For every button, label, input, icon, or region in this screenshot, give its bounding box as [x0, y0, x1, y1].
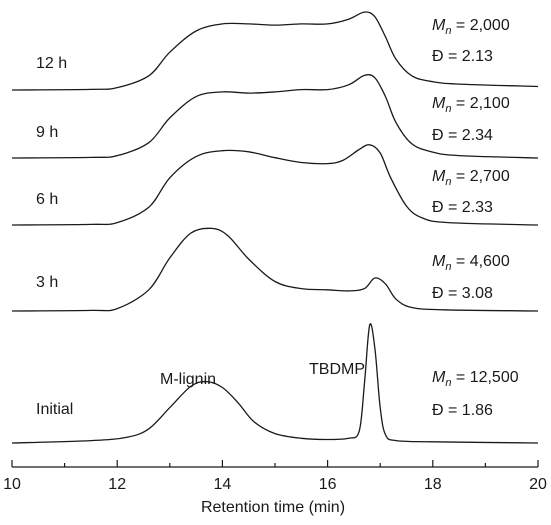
x-tick-label-18: 18 — [424, 476, 442, 493]
dispersity-label-3-h: Đ = 3.08 — [432, 285, 493, 302]
x-tick-label-10: 10 — [3, 476, 21, 493]
series-label-6-h: 6 h — [36, 191, 58, 208]
series-label-12-h: 12 h — [36, 55, 67, 72]
dispersity-label-9-h: Đ = 2.34 — [432, 127, 493, 144]
x-tick-label-12: 12 — [108, 476, 126, 493]
x-tick-label-16: 16 — [319, 476, 337, 493]
mn-label-6-h: Mn = 2,700 — [432, 168, 510, 188]
dispersity-label-12-h: Đ = 2.13 — [432, 48, 493, 65]
x-tick-label-14: 14 — [214, 476, 232, 493]
peak-label-tbdmp: TBDMP — [309, 361, 365, 378]
annotations-layer: Initial Mn = 12,500 Đ = 1.86 M-lignin TBDMP 3… — [36, 17, 519, 419]
trace-3-h — [11, 227, 539, 312]
trace-12-h — [11, 11, 539, 91]
mn-label-3-h: Mn = 4,600 — [432, 253, 510, 273]
x-axis: 10 12 14 16 18 20 — [3, 460, 547, 493]
dispersity-label-initial: Đ = 1.86 — [432, 402, 493, 419]
x-tick-label-20: 20 — [529, 476, 547, 493]
series-label-initial: Initial — [36, 401, 73, 418]
mn-label-12-h: Mn = 2,000 — [432, 17, 510, 37]
trace-initial — [11, 323, 539, 444]
trace-9-h — [11, 74, 539, 159]
series-label-3-h: 3 h — [36, 274, 58, 291]
peak-label-m-lignin: M-lignin — [160, 371, 216, 388]
series-label-9-h: 9 h — [36, 124, 58, 141]
x-axis-title: Retention time (min) — [201, 499, 345, 516]
mn-label-initial: Mn = 12,500 — [432, 369, 519, 389]
dispersity-label-6-h: Đ = 2.33 — [432, 199, 493, 216]
mn-label-9-h: Mn = 2,100 — [432, 95, 510, 115]
trace-6-h — [11, 144, 539, 226]
traces-layer — [11, 11, 539, 444]
